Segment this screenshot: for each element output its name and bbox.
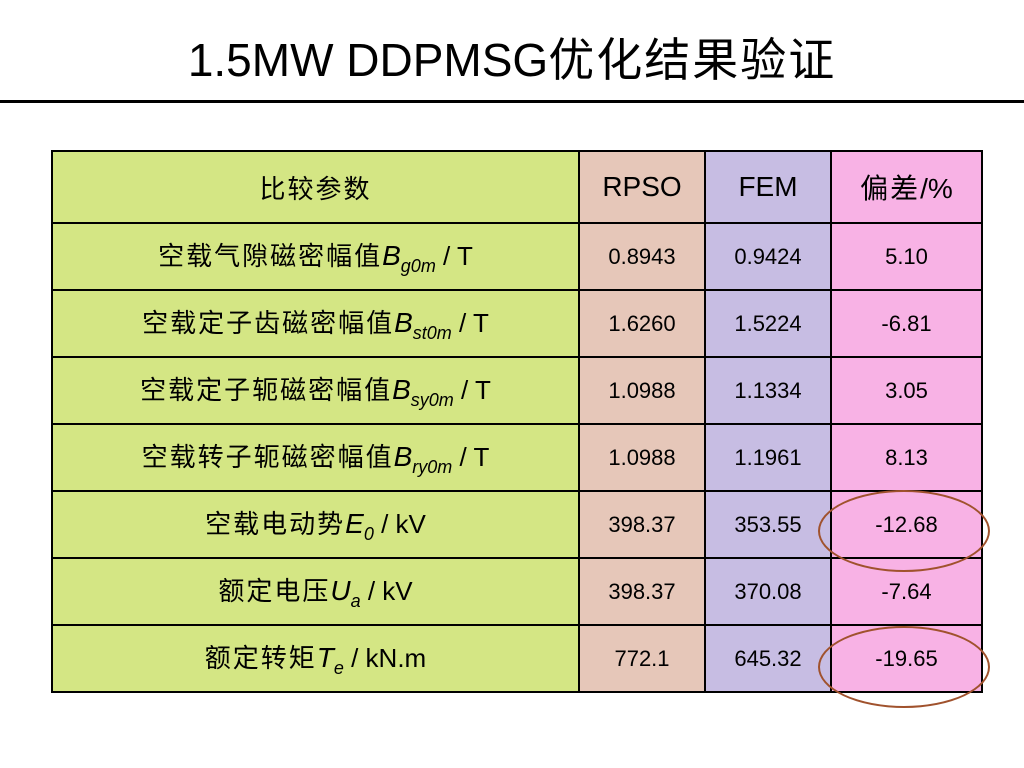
table-row: 额定电压Ua / kV 398.37 370.08 -7.64 (51, 557, 983, 626)
table-header-row: 比较参数 RPSO FEM 偏差/% (51, 150, 983, 224)
param-cell: 额定转矩Te / kN.m (51, 624, 580, 693)
title-prefix: 1.5MW DDPMSG (187, 34, 549, 86)
title-divider (0, 100, 1024, 103)
deviation-cell: -7.64 (830, 557, 983, 626)
page-title: 1.5MW DDPMSG优化结果验证 (0, 28, 1024, 92)
param-cell: 空载电动势E0 / kV (51, 490, 580, 559)
table-row: 空载气隙磁密幅值Bg0m / T 0.8943 0.9424 5.10 (51, 222, 983, 291)
title-cjk: 优化结果验证 (548, 33, 837, 87)
deviation-cell: 5.10 (830, 222, 983, 291)
fem-cell: 1.5224 (704, 289, 832, 358)
table-row: 额定转矩Te / kN.m 772.1 645.32 -19.65 (51, 624, 983, 693)
fem-cell: 370.08 (704, 557, 832, 626)
comparison-table: 比较参数 RPSO FEM 偏差/% 空载气隙磁密幅值Bg0m / T 0.89… (51, 150, 983, 693)
table-row: 空载转子轭磁密幅值Bry0m / T 1.0988 1.1961 8.13 (51, 423, 983, 492)
param-cell: 空载气隙磁密幅值Bg0m / T (51, 222, 580, 291)
rpso-cell: 1.0988 (578, 356, 706, 425)
rpso-cell: 1.0988 (578, 423, 706, 492)
deviation-cell: -19.65 (830, 624, 983, 693)
table-row: 空载定子轭磁密幅值Bsy0m / T 1.0988 1.1334 3.05 (51, 356, 983, 425)
param-cell: 额定电压Ua / kV (51, 557, 580, 626)
rpso-cell: 0.8943 (578, 222, 706, 291)
header-param: 比较参数 (51, 150, 580, 224)
rpso-cell: 772.1 (578, 624, 706, 693)
rpso-cell: 398.37 (578, 557, 706, 626)
fem-cell: 645.32 (704, 624, 832, 693)
deviation-cell: 8.13 (830, 423, 983, 492)
table-row: 空载定子齿磁密幅值Bst0m / T 1.6260 1.5224 -6.81 (51, 289, 983, 358)
rpso-cell: 398.37 (578, 490, 706, 559)
header-deviation: 偏差/% (830, 150, 983, 224)
param-cell: 空载转子轭磁密幅值Bry0m / T (51, 423, 580, 492)
deviation-cell: -12.68 (830, 490, 983, 559)
fem-cell: 0.9424 (704, 222, 832, 291)
fem-cell: 1.1334 (704, 356, 832, 425)
table-row: 空载电动势E0 / kV 398.37 353.55 -12.68 (51, 490, 983, 559)
param-cell: 空载定子轭磁密幅值Bsy0m / T (51, 356, 580, 425)
deviation-cell: 3.05 (830, 356, 983, 425)
deviation-cell: -6.81 (830, 289, 983, 358)
rpso-cell: 1.6260 (578, 289, 706, 358)
header-rpso: RPSO (578, 150, 706, 224)
param-cell: 空载定子齿磁密幅值Bst0m / T (51, 289, 580, 358)
header-fem: FEM (704, 150, 832, 224)
fem-cell: 1.1961 (704, 423, 832, 492)
fem-cell: 353.55 (704, 490, 832, 559)
